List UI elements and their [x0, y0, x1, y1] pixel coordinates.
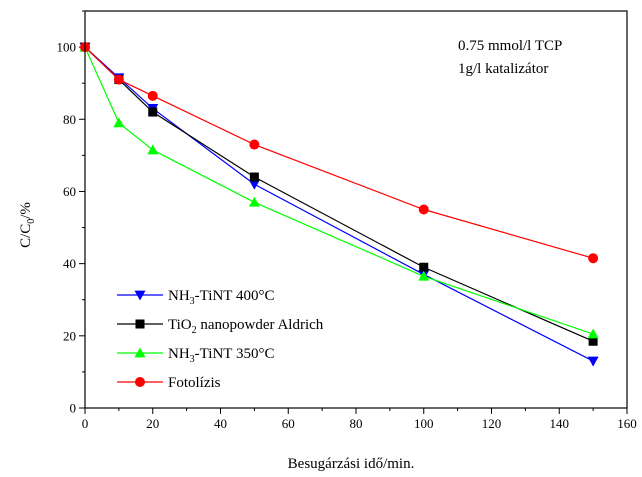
series-1 — [80, 42, 598, 346]
data-point — [419, 262, 429, 272]
data-point — [588, 336, 598, 346]
legend-marker — [135, 319, 145, 329]
legend-item: TiO2 nanopowder Aldrich — [117, 317, 324, 336]
data-point — [248, 196, 260, 207]
x-tick-label: 120 — [482, 416, 502, 431]
y-tick-label: 0 — [70, 401, 77, 416]
legend-marker — [134, 347, 146, 358]
series-line — [84, 46, 594, 335]
series-3 — [80, 42, 599, 264]
series-line — [84, 46, 594, 362]
y-axis-title: C/C0/% — [18, 202, 37, 248]
legend-item: NH3-TiNT 350°C — [117, 346, 274, 365]
x-tick-label: 160 — [617, 416, 637, 431]
legend-marker — [134, 290, 146, 301]
x-tick-label: 100 — [414, 416, 434, 431]
legend-label: TiO2 nanopowder Aldrich — [168, 317, 324, 336]
y-tick-label: 60 — [63, 184, 76, 199]
series-layer — [79, 41, 599, 367]
x-tick-label: 140 — [550, 416, 570, 431]
x-tick-label: 40 — [214, 416, 227, 431]
data-point — [587, 328, 599, 339]
legend-label: Fotolízis — [168, 375, 221, 391]
annotation-concentration: 0.75 mmol/l TCP — [458, 38, 562, 54]
data-point — [249, 139, 260, 150]
series-2 — [79, 41, 599, 339]
x-tick-label: 60 — [282, 416, 295, 431]
x-tick-label: 80 — [350, 416, 363, 431]
legend-label: NH3-TiNT 400°C — [168, 288, 274, 307]
x-tick-label: 20 — [146, 416, 159, 431]
legend-label: NH3-TiNT 350°C — [168, 346, 274, 365]
legend-marker — [135, 377, 145, 387]
series-line — [84, 46, 594, 342]
legend: NH3-TiNT 400°C TiO2 nanopowder Aldrich NH3… — [117, 288, 324, 391]
data-point — [248, 179, 260, 190]
data-point — [587, 356, 599, 367]
data-point — [113, 74, 124, 85]
annotation-catalyst: 1g/l katalizátor — [458, 61, 548, 77]
series-0 — [79, 42, 599, 367]
x-axis-title: Besugárzási idő/min. — [288, 456, 415, 472]
y-tick-label: 100 — [57, 40, 77, 55]
legend-item: NH3-TiNT 400°C — [117, 288, 274, 307]
data-point — [588, 253, 599, 264]
legend-item: Fotolízis — [117, 375, 221, 391]
data-point — [418, 204, 429, 215]
data-point — [147, 90, 158, 101]
y-tick-label: 20 — [63, 328, 76, 343]
tick-labels: 0 20 40 60 80 100 120 140 160 0 20 40 60 80 100 — [57, 40, 637, 431]
data-point — [418, 270, 430, 281]
y-tick-label: 80 — [63, 112, 76, 127]
data-point — [113, 117, 125, 128]
x-tick-label: 0 — [82, 416, 89, 431]
data-point — [249, 172, 259, 182]
data-point — [148, 107, 158, 117]
y-tick-label: 40 — [63, 256, 76, 271]
data-point — [147, 144, 159, 155]
plot-frame — [84, 10, 628, 409]
series-line — [84, 46, 594, 259]
